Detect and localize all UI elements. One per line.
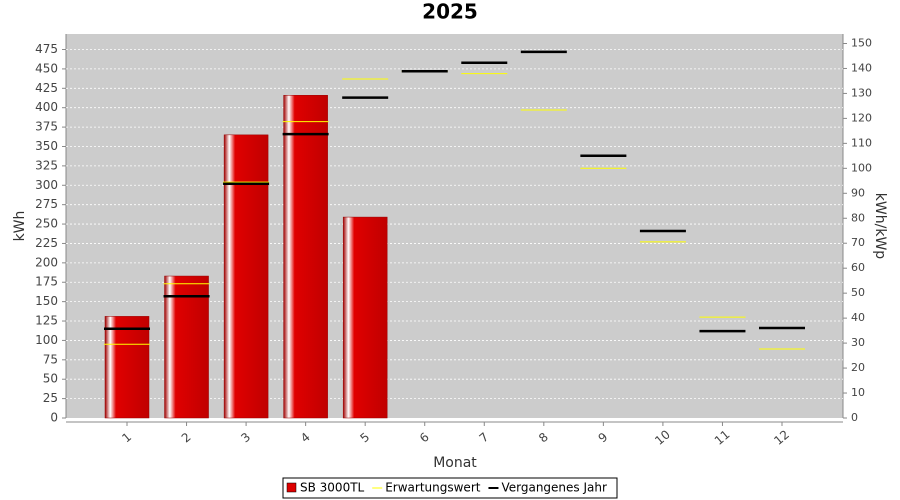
y2-tick-label: 20	[851, 361, 865, 374]
y-tick-label: 250	[35, 217, 58, 231]
legend-label: Erwartungswert	[385, 481, 481, 495]
chart-title: 2025	[422, 0, 478, 24]
y2-tick-label: 30	[851, 336, 865, 349]
x-axis-title: Monat	[433, 455, 477, 471]
y-tick-label: 375	[35, 120, 58, 134]
y-tick-label: 275	[35, 197, 58, 211]
x-tick-label: 1	[119, 430, 134, 446]
legend	[282, 477, 618, 499]
y-tick-label: 225	[35, 236, 58, 250]
y2-tick-label: 150	[851, 36, 872, 49]
y2-tick-label: 80	[851, 211, 865, 224]
bar	[283, 95, 328, 419]
y-tick-label: 325	[35, 158, 58, 172]
x-tick-label: 4	[298, 430, 313, 446]
y-tick-label: 400	[35, 100, 58, 114]
y-tick-label: 0	[50, 411, 58, 425]
y2-tick-label: 0	[851, 411, 858, 424]
y-tick-label: 150	[35, 294, 58, 308]
y-tick-label: 25	[43, 391, 58, 405]
bar	[164, 275, 209, 419]
y-tick-label: 475	[35, 42, 58, 56]
legend-swatch	[286, 482, 297, 493]
y2-tick-label: 10	[851, 386, 865, 399]
x-tick-label: 8	[536, 430, 551, 446]
x-tick-label: 12	[771, 427, 792, 448]
y-tick-label: 125	[35, 314, 58, 328]
y2-tick-label: 140	[851, 61, 872, 74]
y-tick-label: 300	[35, 178, 58, 192]
bar	[342, 216, 388, 419]
x-tick-label: 11	[712, 427, 733, 448]
y-tick-label: 200	[35, 255, 58, 269]
x-tick-label: 7	[477, 430, 492, 446]
y2-tick-label: 90	[851, 186, 865, 199]
y2-tick-label: 70	[851, 236, 865, 249]
y2-tick-label: 120	[851, 111, 872, 124]
y2-tick-label: 50	[851, 286, 865, 299]
y2-tick-label: 100	[851, 161, 872, 174]
x-tick-label: 6	[417, 430, 432, 446]
y-tick-label: 50	[43, 372, 58, 386]
bar	[104, 316, 150, 419]
y-axis-title: kWh	[12, 211, 28, 242]
legend-label: Vergangenes Jahr	[501, 481, 607, 495]
y2-tick-label: 110	[851, 136, 872, 149]
y2-tick-label: 60	[851, 261, 865, 274]
x-tick-label: 10	[652, 427, 673, 448]
y-tick-label: 100	[35, 333, 58, 347]
y-tick-label: 450	[35, 61, 58, 75]
x-tick-label: 5	[357, 430, 372, 446]
y2-tick-label: 40	[851, 311, 865, 324]
y-tick-label: 175	[35, 275, 58, 289]
x-tick-label: 9	[596, 430, 611, 446]
x-tick-label: 2	[179, 430, 194, 446]
x-tick-label: 3	[238, 430, 253, 446]
y2-tick-label: 130	[851, 86, 872, 99]
y-tick-label: 350	[35, 139, 58, 153]
y2-axis-title: kWh/kWp	[872, 193, 888, 259]
bar	[223, 134, 269, 419]
y-tick-label: 425	[35, 81, 58, 95]
y-tick-label: 75	[43, 352, 58, 366]
legend-label: SB 3000TL	[300, 481, 365, 495]
